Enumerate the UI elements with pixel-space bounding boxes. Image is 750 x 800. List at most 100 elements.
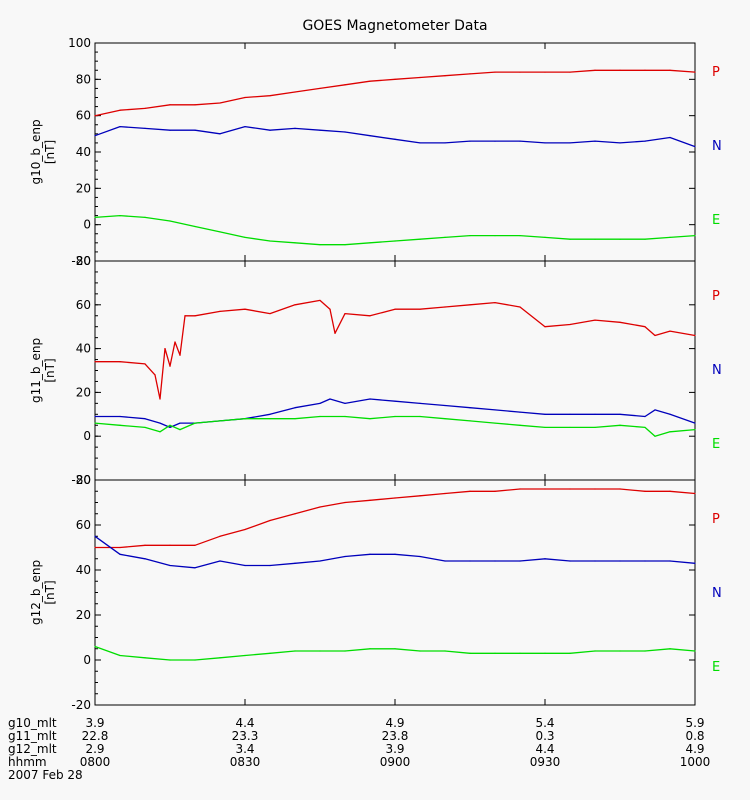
data-point-E bbox=[219, 231, 221, 233]
data-point-P bbox=[469, 73, 471, 75]
data-point-E bbox=[419, 650, 421, 652]
data-point-E bbox=[394, 415, 396, 418]
data-point-E bbox=[444, 418, 446, 420]
data-point-P bbox=[344, 84, 346, 86]
legend-E: E bbox=[712, 437, 720, 452]
x-tick-label: 0900 bbox=[380, 755, 411, 769]
data-point-E bbox=[219, 420, 221, 422]
data-point-N bbox=[394, 553, 396, 555]
data-point-N bbox=[94, 535, 96, 537]
row-label: g10_mlt bbox=[8, 716, 57, 730]
y-tick-label: 20 bbox=[76, 608, 91, 622]
data-point-N bbox=[544, 142, 546, 144]
data-point-N bbox=[569, 560, 571, 562]
y-axis-unit: [nT] bbox=[43, 140, 57, 164]
legend-E: E bbox=[712, 660, 720, 675]
data-point-N bbox=[94, 135, 96, 137]
data-point-E bbox=[569, 426, 571, 429]
data-point-P bbox=[294, 513, 296, 515]
data-point-N bbox=[494, 140, 496, 142]
data-point-N bbox=[654, 409, 656, 411]
data-point-N bbox=[344, 131, 346, 133]
data-point-P bbox=[569, 323, 571, 326]
data-point-P bbox=[419, 308, 421, 310]
x-tick-label: 22.8 bbox=[82, 729, 109, 743]
data-point-N bbox=[394, 400, 396, 402]
data-point-P bbox=[319, 299, 321, 302]
y-tick-label: -20 bbox=[71, 254, 91, 268]
data-point-N bbox=[619, 142, 621, 144]
data-point-E bbox=[694, 234, 696, 237]
data-point-N bbox=[669, 413, 671, 415]
data-point-E bbox=[194, 225, 196, 228]
data-point-E bbox=[519, 424, 521, 426]
y-tick-label: 60 bbox=[76, 518, 91, 532]
data-point-P bbox=[369, 499, 371, 501]
data-point-P bbox=[644, 69, 646, 71]
data-point-E bbox=[569, 652, 571, 654]
legend-P: P bbox=[712, 289, 720, 304]
legend-N: N bbox=[712, 363, 722, 378]
data-point-E bbox=[594, 238, 596, 240]
data-point-N bbox=[369, 553, 371, 555]
series-line-N bbox=[94, 125, 696, 148]
data-point-P bbox=[144, 107, 146, 109]
data-point-N bbox=[619, 560, 621, 562]
data-point-N bbox=[544, 558, 546, 560]
data-point-N bbox=[219, 560, 221, 562]
data-point-E bbox=[94, 645, 96, 648]
data-point-E bbox=[519, 234, 521, 237]
data-point-P bbox=[194, 315, 196, 317]
data-point-P bbox=[319, 506, 321, 508]
data-point-N bbox=[119, 125, 121, 128]
data-point-E bbox=[244, 654, 246, 657]
data-point-N bbox=[159, 422, 161, 424]
data-point-E bbox=[219, 657, 221, 659]
data-point-P bbox=[694, 492, 696, 495]
y-axis-label: g11_b_enp bbox=[29, 338, 43, 403]
data-point-N bbox=[244, 125, 246, 128]
data-point-N bbox=[694, 422, 696, 424]
data-point-N bbox=[269, 129, 271, 131]
data-point-N bbox=[444, 142, 446, 144]
data-point-E bbox=[544, 236, 546, 238]
series-line-N bbox=[95, 398, 696, 429]
data-point-P bbox=[519, 71, 521, 73]
data-point-P bbox=[119, 109, 121, 111]
data-point-N bbox=[644, 140, 646, 142]
x-tick-label: 2.9 bbox=[85, 742, 104, 756]
data-point-N bbox=[644, 560, 646, 562]
data-point-N bbox=[169, 564, 171, 567]
data-point-N bbox=[444, 404, 446, 407]
data-point-E bbox=[669, 236, 671, 238]
data-point-E bbox=[119, 424, 121, 426]
data-point-P bbox=[154, 374, 156, 376]
data-point-E bbox=[244, 418, 246, 420]
data-point-P bbox=[644, 490, 646, 492]
data-point-N bbox=[569, 413, 571, 415]
data-point-E bbox=[394, 648, 396, 650]
date-label: 2007 Feb 28 bbox=[8, 768, 83, 782]
legend-N: N bbox=[712, 586, 722, 601]
data-point-E bbox=[169, 424, 171, 426]
data-point-N bbox=[119, 553, 121, 555]
data-point-E bbox=[644, 238, 646, 240]
data-point-P bbox=[244, 528, 246, 531]
data-point-E bbox=[344, 244, 346, 246]
data-point-P bbox=[394, 497, 396, 499]
y-tick-label: 20 bbox=[76, 181, 91, 195]
y-tick-label: 80 bbox=[76, 473, 91, 487]
data-point-P bbox=[694, 334, 696, 337]
data-point-P bbox=[294, 304, 296, 306]
series-line-P bbox=[95, 299, 696, 400]
data-point-P bbox=[169, 365, 171, 367]
data-point-E bbox=[594, 650, 596, 652]
data-point-N bbox=[644, 415, 646, 418]
data-point-N bbox=[494, 560, 496, 562]
data-point-E bbox=[369, 648, 371, 650]
data-point-E bbox=[394, 240, 396, 242]
legend-E: E bbox=[712, 213, 720, 228]
data-point-P bbox=[94, 546, 96, 549]
x-tick-label: 0800 bbox=[80, 755, 111, 769]
data-point-P bbox=[219, 535, 221, 537]
